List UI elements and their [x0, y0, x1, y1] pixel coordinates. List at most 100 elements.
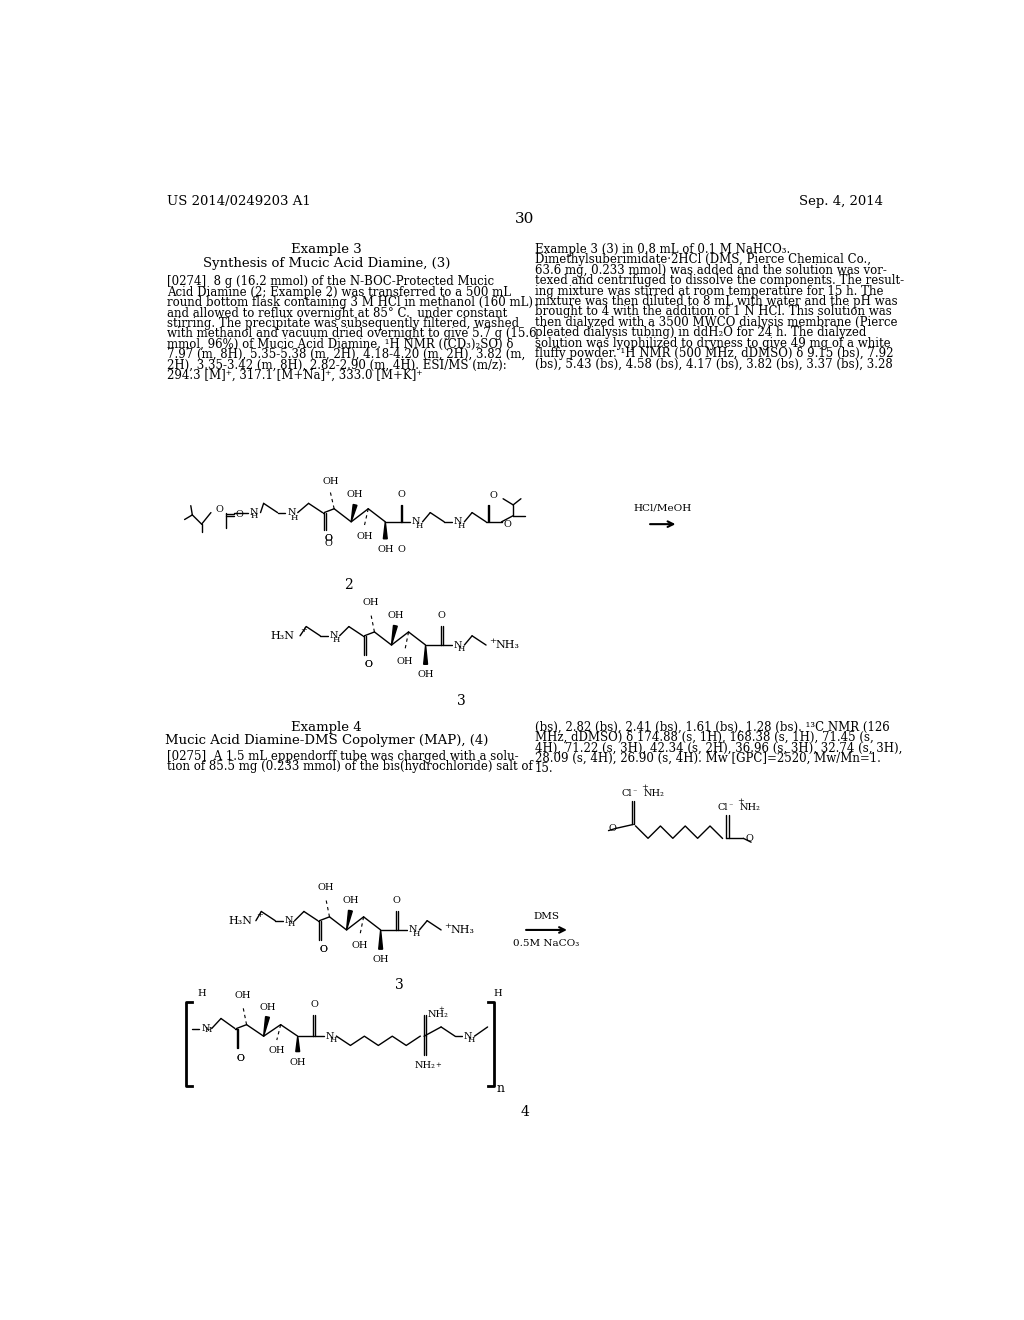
Text: O: O: [397, 545, 406, 554]
Text: MHz, dDMSO) δ 174.88 (s, 1H), 168.38 (s, 1H), 71.45 (s,: MHz, dDMSO) δ 174.88 (s, 1H), 168.38 (s,…: [535, 731, 873, 744]
Text: H: H: [330, 1036, 337, 1044]
Text: Example 3 (3) in 0.8 mL of 0.1 M NaHCO₃.: Example 3 (3) in 0.8 mL of 0.1 M NaHCO₃.: [535, 243, 791, 256]
Text: n: n: [497, 1082, 505, 1096]
Text: +: +: [257, 911, 263, 919]
Text: NH₂: NH₂: [739, 803, 761, 812]
Polygon shape: [424, 645, 428, 664]
Text: H: H: [468, 1036, 475, 1044]
Text: O: O: [324, 539, 332, 548]
Text: N: N: [464, 1032, 472, 1040]
Text: N: N: [454, 517, 463, 527]
Text: O: O: [319, 945, 328, 954]
Text: Example 4: Example 4: [291, 721, 361, 734]
Text: OH: OH: [356, 532, 373, 541]
Text: ⁻: ⁻: [729, 804, 733, 812]
Text: N: N: [202, 1024, 210, 1034]
Text: Synthesis of Mucic Acid Diamine, (3): Synthesis of Mucic Acid Diamine, (3): [203, 257, 451, 271]
Polygon shape: [383, 521, 387, 539]
Text: 28.09 (s, 4H), 26.90 (s, 4H). Mw [GPC]=2520, Mw/Mn=1.: 28.09 (s, 4H), 26.90 (s, 4H). Mw [GPC]=2…: [535, 751, 881, 764]
Text: OH: OH: [342, 896, 358, 906]
Text: H: H: [291, 513, 298, 521]
Text: OH: OH: [259, 1003, 275, 1011]
Text: H: H: [205, 1026, 212, 1034]
Text: 63.6 mg, 0.233 mmol) was added and the solution was vor-: 63.6 mg, 0.233 mmol) was added and the s…: [535, 264, 887, 277]
Text: OH: OH: [362, 598, 379, 607]
Text: O: O: [608, 824, 616, 833]
Text: fluffy powder. ¹H NMR (500 MHz, dDMSO) δ 9.15 (bs), 7.92: fluffy powder. ¹H NMR (500 MHz, dDMSO) δ…: [535, 347, 893, 360]
Text: (bs), 2.82 (bs), 2.41 (bs), 1.61 (bs), 1.28 (bs). ¹³C NMR (126: (bs), 2.82 (bs), 2.41 (bs), 1.61 (bs), 1…: [535, 721, 890, 734]
Text: O: O: [237, 1053, 245, 1063]
Text: NH₃: NH₃: [496, 640, 519, 649]
Text: +: +: [300, 626, 307, 634]
Polygon shape: [346, 911, 352, 929]
Text: Acid Diamine (2; Example 2) was transferred to a 500 mL: Acid Diamine (2; Example 2) was transfer…: [167, 286, 511, 298]
Text: ing mixture was stirred at room temperature for 15 h. The: ing mixture was stirred at room temperat…: [535, 285, 884, 298]
Text: +: +: [444, 923, 452, 931]
Text: H: H: [413, 929, 420, 937]
Text: OH: OH: [317, 883, 334, 892]
Text: Sep. 4, 2014: Sep. 4, 2014: [799, 195, 883, 209]
Text: N: N: [329, 631, 338, 640]
Text: O: O: [319, 945, 328, 954]
Text: +: +: [435, 1061, 440, 1069]
Text: N: N: [288, 508, 296, 517]
Text: Example 3: Example 3: [291, 243, 361, 256]
Text: tion of 85.5 mg (0.233 mmol) of the bis(hydrochloride) salt of: tion of 85.5 mg (0.233 mmol) of the bis(…: [167, 760, 532, 774]
Text: Cl: Cl: [622, 789, 632, 799]
Text: Mucic Acid Diamine-DMS Copolymer (MAP), (4): Mucic Acid Diamine-DMS Copolymer (MAP), …: [165, 734, 488, 747]
Text: O: O: [310, 1001, 317, 1010]
Text: OH: OH: [418, 669, 434, 678]
Text: OH: OH: [387, 611, 403, 620]
Text: O: O: [393, 896, 400, 906]
Text: N: N: [409, 925, 418, 935]
Text: and allowed to reflux overnight at 85° C.  under constant: and allowed to reflux overnight at 85° C…: [167, 306, 507, 319]
Text: +: +: [489, 638, 496, 645]
Text: N: N: [285, 916, 293, 925]
Text: O: O: [324, 535, 332, 543]
Text: with methanol and vacuum dried overnight to give 5.7 g (15.6: with methanol and vacuum dried overnight…: [167, 327, 537, 341]
Text: solution was lyophilized to dryness to give 49 mg of a white: solution was lyophilized to dryness to g…: [535, 337, 891, 350]
Text: NH₂: NH₂: [428, 1010, 449, 1019]
Text: H: H: [494, 989, 503, 998]
Text: stirring. The precipitate was subsequently filtered, washed: stirring. The precipitate was subsequent…: [167, 317, 519, 330]
Polygon shape: [379, 929, 383, 949]
Text: O: O: [503, 520, 511, 528]
Text: OH: OH: [351, 941, 368, 950]
Text: OH: OH: [377, 545, 393, 554]
Text: 4: 4: [520, 1106, 529, 1119]
Text: +: +: [641, 784, 648, 792]
Text: NH₂: NH₂: [415, 1061, 435, 1069]
Text: H: H: [333, 635, 340, 644]
Text: 294.3 [M]⁺, 317.1 [M+Na]⁺, 333.0 [M+K]⁺: 294.3 [M]⁺, 317.1 [M+Na]⁺, 333.0 [M+K]⁺: [167, 370, 422, 381]
Text: DMS: DMS: [534, 912, 559, 921]
Text: OH: OH: [322, 477, 339, 486]
Text: 30: 30: [515, 213, 535, 226]
Text: 7.97 (m, 8H), 5.35-5.38 (m, 2H), 4.18-4.20 (m, 2H), 3.82 (m,: 7.97 (m, 8H), 5.35-5.38 (m, 2H), 4.18-4.…: [167, 348, 525, 362]
Text: 15.: 15.: [535, 762, 554, 775]
Text: 0.5M NaCO₃: 0.5M NaCO₃: [513, 940, 580, 948]
Text: N: N: [412, 517, 421, 527]
Text: +: +: [438, 1006, 443, 1014]
Text: H: H: [416, 521, 423, 529]
Text: OH: OH: [268, 1047, 285, 1055]
Polygon shape: [351, 504, 357, 521]
Text: H₃N: H₃N: [228, 916, 252, 925]
Text: O: O: [324, 535, 332, 543]
Text: N: N: [454, 640, 463, 649]
Text: mixture was then diluted to 8 mL with water and the pH was: mixture was then diluted to 8 mL with wa…: [535, 296, 897, 308]
Text: HCl/MeOH: HCl/MeOH: [634, 504, 692, 512]
Text: H: H: [251, 512, 258, 520]
Text: ⁻: ⁻: [633, 789, 637, 797]
Text: OH: OH: [290, 1057, 306, 1067]
Text: O: O: [236, 511, 244, 519]
Text: O: O: [216, 506, 223, 513]
Text: NH₃: NH₃: [451, 925, 474, 935]
Text: O: O: [745, 834, 754, 842]
Text: H: H: [288, 920, 295, 928]
Polygon shape: [296, 1036, 300, 1052]
Text: O: O: [365, 660, 372, 669]
Text: Cl: Cl: [718, 803, 728, 812]
Text: O: O: [438, 611, 445, 620]
Text: O: O: [397, 490, 406, 499]
Text: NH₂: NH₂: [643, 789, 665, 799]
